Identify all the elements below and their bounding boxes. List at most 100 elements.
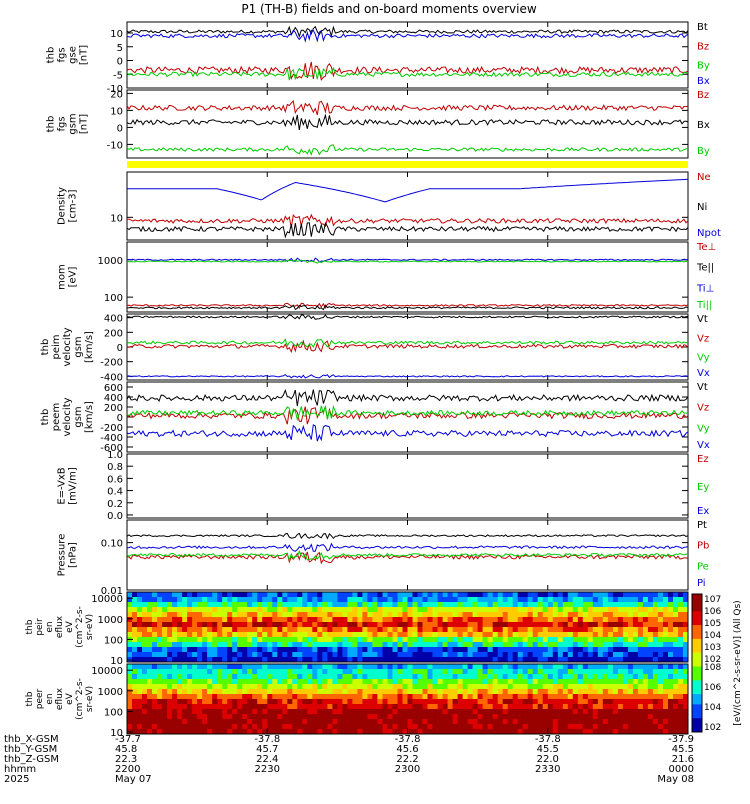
spec-cell: [422, 602, 428, 608]
spec-cell: [367, 679, 373, 685]
spec-cell: [377, 622, 383, 628]
spec-cell: [552, 637, 559, 643]
spec-cell: [663, 694, 669, 700]
spec-cell: [607, 632, 614, 638]
spec-cell: [182, 612, 188, 618]
spec-cell: [442, 674, 448, 680]
spec-cell: [432, 689, 438, 695]
spec-cell: [467, 719, 473, 725]
spec-cell: [507, 719, 514, 725]
spec-cell: [222, 602, 228, 608]
spec-cell: [212, 637, 218, 643]
spec-cell: [637, 612, 644, 618]
spec-cell: [282, 627, 288, 633]
spec-cell: [202, 724, 208, 730]
spec-cell: [472, 669, 478, 675]
spec-cell: [657, 689, 664, 695]
spec-cell: [137, 684, 143, 690]
spec-cell: [422, 674, 428, 680]
spec-cell: [372, 657, 378, 663]
spec-cell: [472, 694, 478, 700]
spec-cell: [332, 612, 338, 618]
spec-cell: [172, 664, 178, 670]
spec-cell: [132, 632, 138, 638]
spec-cell: [332, 592, 338, 598]
spec-cell: [357, 607, 363, 613]
spec-cell: [337, 724, 343, 730]
ytick-label: 200: [104, 328, 123, 339]
spec-cell: [622, 719, 629, 725]
spec-cell: [417, 642, 423, 648]
spec-cell: [683, 684, 689, 690]
spec-cell: [587, 699, 594, 705]
spec-cell: [527, 724, 534, 730]
spec-cell: [668, 632, 674, 638]
spec-cell: [207, 664, 213, 670]
spec-cell: [172, 632, 178, 638]
spec-cell: [392, 689, 398, 695]
spec-cell: [522, 652, 529, 658]
spec-cell: [137, 627, 143, 633]
spec-cell: [427, 719, 433, 725]
spec-cell: [332, 647, 338, 653]
ytick-label: 1000: [98, 687, 123, 698]
spec-cell: [262, 664, 268, 670]
spec-cell: [552, 592, 559, 598]
spec-cell: [237, 669, 243, 675]
spec-cell: [382, 627, 388, 633]
spec-cell: [592, 669, 599, 675]
spec-cell: [142, 622, 148, 628]
spec-cell: [527, 632, 534, 638]
spec-cell: [272, 664, 278, 670]
spec-cell: [127, 602, 133, 608]
spec-cell: [177, 669, 183, 675]
spec-cell: [542, 709, 549, 715]
spec-cell: [597, 704, 604, 710]
spec-cell: [212, 627, 218, 633]
spec-cell: [637, 647, 644, 653]
spec-cell: [152, 642, 158, 648]
spec-cell: [252, 607, 258, 613]
spec-cell: [222, 694, 228, 700]
spec-cell: [517, 724, 524, 730]
spec-cell: [557, 704, 564, 710]
spec-cell: [442, 679, 448, 685]
spec-cell: [673, 637, 679, 643]
spec-cell: [522, 704, 529, 710]
spec-cell: [302, 664, 308, 670]
spec-cell: [127, 679, 133, 685]
spec-cell: [678, 597, 684, 603]
table-row-label: 2025: [4, 774, 29, 785]
spec-cell: [377, 664, 383, 670]
spec-cell: [567, 724, 574, 730]
spec-cell: [187, 704, 193, 710]
spec-cell: [522, 592, 529, 598]
spec-cell: [367, 709, 373, 715]
spec-cell: [447, 592, 453, 598]
colorbar-segment: [692, 604, 702, 609]
series-pressure-3: [126, 542, 689, 552]
spec-cell: [157, 647, 163, 653]
spec-cell: [347, 729, 353, 735]
spec-cell: [472, 622, 478, 628]
spec-cell: [637, 602, 644, 608]
spec-cell: [162, 729, 168, 735]
spec-cell: [177, 592, 183, 598]
spec-cell: [192, 704, 198, 710]
spec-cell: [392, 597, 398, 603]
spec-cell: [377, 657, 383, 663]
colorbar-tick: 108: [704, 663, 721, 673]
spec-cell: [482, 714, 488, 720]
spec-cell: [467, 647, 473, 653]
spec-cell: [673, 647, 679, 653]
spec-cell: [377, 642, 383, 648]
spec-cell: [167, 652, 173, 658]
spec-cell: [407, 647, 413, 653]
spec-cell: [467, 602, 473, 608]
spec-cell: [642, 622, 649, 628]
spec-cell: [387, 657, 393, 663]
spec-cell: [227, 597, 233, 603]
spec-cell: [302, 642, 308, 648]
spec-cell: [197, 597, 203, 603]
spec-cell: [567, 627, 574, 633]
